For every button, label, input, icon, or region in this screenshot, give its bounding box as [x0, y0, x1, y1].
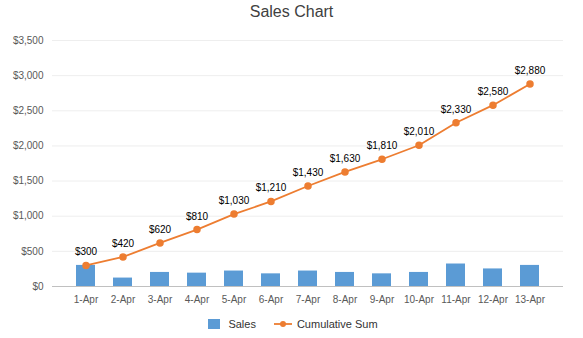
svg-text:$1,000: $1,000 — [13, 210, 44, 221]
svg-text:$1,210: $1,210 — [256, 182, 287, 193]
svg-text:8-Apr: 8-Apr — [333, 294, 358, 305]
svg-text:$2,010: $2,010 — [404, 126, 435, 137]
svg-text:$1,630: $1,630 — [330, 153, 361, 164]
html-text:Sales: Sales — [228, 318, 256, 330]
svg-text:$3,000: $3,000 — [13, 70, 44, 81]
svg-text:$2,580: $2,580 — [478, 86, 509, 97]
svg-text:7-Apr: 7-Apr — [296, 294, 321, 305]
svg-text:5-Apr: 5-Apr — [222, 294, 247, 305]
svg-text:$0: $0 — [32, 281, 44, 292]
svg-text:2-Apr: 2-Apr — [111, 294, 136, 305]
svg-text:$300: $300 — [75, 246, 98, 257]
svg-text:13-Apr: 13-Apr — [515, 294, 546, 305]
svg-text:$500: $500 — [21, 246, 44, 257]
html-text:Sales Chart: Sales Chart — [249, 3, 334, 20]
svg-text:3-Apr: 3-Apr — [148, 294, 173, 305]
svg-text:6-Apr: 6-Apr — [259, 294, 284, 305]
svg-text:$1,810: $1,810 — [367, 140, 398, 151]
svg-text:$3,500: $3,500 — [13, 35, 44, 46]
svg-text:12-Apr: 12-Apr — [478, 294, 509, 305]
svg-text:$2,330: $2,330 — [441, 104, 472, 115]
svg-text:4-Apr: 4-Apr — [185, 294, 210, 305]
svg-text:11-Apr: 11-Apr — [441, 294, 471, 305]
svg-text:$1,500: $1,500 — [13, 175, 44, 186]
svg-text:9-Apr: 9-Apr — [370, 294, 395, 305]
svg-text:$1,030: $1,030 — [219, 195, 250, 206]
svg-text:1-Apr: 1-Apr — [74, 294, 99, 305]
svg-text:$2,500: $2,500 — [13, 105, 44, 116]
html-text:Cumulative Sum: Cumulative Sum — [296, 318, 378, 330]
svg-text:$1,430: $1,430 — [293, 167, 324, 178]
svg-text:$2,000: $2,000 — [13, 140, 44, 151]
svg-text:$420: $420 — [112, 238, 135, 249]
svg-text:$620: $620 — [149, 224, 172, 235]
svg-text:10-Apr: 10-Apr — [404, 294, 435, 305]
svg-text:$2,880: $2,880 — [515, 65, 546, 76]
svg-text:$810: $810 — [186, 211, 209, 222]
